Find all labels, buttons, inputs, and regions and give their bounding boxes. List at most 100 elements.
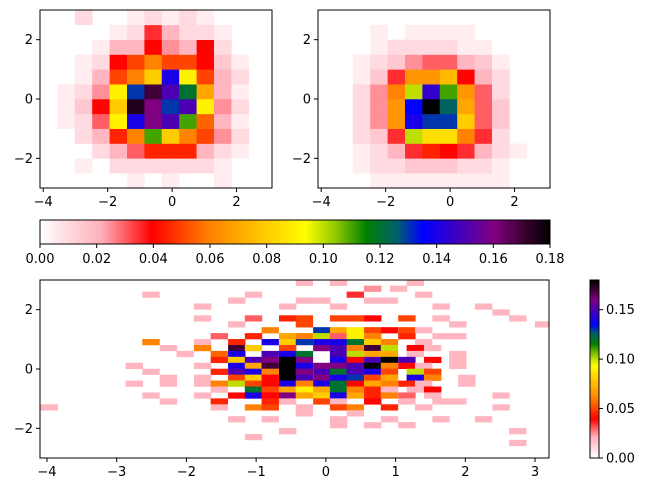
- histogram-cell: [127, 54, 145, 70]
- x-tick-label: −1: [247, 465, 266, 480]
- histogram-cell: [179, 10, 197, 26]
- histogram-cell: [439, 24, 458, 40]
- histogram-cell: [295, 368, 314, 375]
- x-tick-label: 0: [322, 465, 330, 480]
- histogram-cell: [109, 113, 128, 129]
- histogram-cell: [474, 113, 493, 129]
- histogram-cell: [179, 143, 197, 159]
- vertical-colorbar: 0.00 0.05 0.10 0.15: [589, 279, 635, 467]
- histogram-cell: [161, 10, 180, 26]
- histogram-cell: [352, 99, 371, 115]
- histogram-cell: [127, 69, 145, 85]
- histogram-cell: [370, 143, 388, 159]
- y-tick-label: 2: [25, 33, 33, 48]
- histogram-cell: [228, 297, 246, 304]
- histogram-cell: [387, 143, 406, 159]
- histogram-cell: [313, 327, 331, 334]
- histogram-cell: [261, 416, 279, 423]
- x-tick-label: −2: [376, 195, 395, 210]
- horizontal-colorbar: 0.00 0.02 0.04 0.06 0.08 0.10 0.12 0.14 0.16 0.18: [26, 219, 564, 267]
- histogram-cell: [261, 380, 279, 387]
- histogram-cell: [214, 84, 232, 100]
- histogram-cell: [449, 362, 467, 369]
- histogram-cell: [142, 368, 160, 375]
- histogram-cell: [210, 398, 229, 405]
- histogram-cell: [161, 99, 180, 115]
- histogram-cell: [474, 173, 493, 189]
- histogram-cell: [278, 333, 297, 340]
- histogram-cell: [406, 374, 424, 381]
- histogram-cell: [449, 321, 467, 328]
- histogram-cell: [457, 128, 475, 144]
- histogram-cell: [492, 69, 510, 85]
- histogram-cell: [313, 398, 331, 405]
- histogram-cell: [352, 143, 371, 159]
- histogram-cell: [313, 386, 331, 393]
- histogram-cell: [492, 404, 510, 411]
- x-tick-label: 0: [168, 195, 176, 210]
- histogram-cell: [422, 39, 441, 55]
- histogram-cell: [127, 24, 145, 40]
- histogram-cell: [179, 128, 197, 144]
- histogram-cell: [329, 404, 348, 411]
- colorbar-tick-label: 0.15: [606, 303, 635, 318]
- histogram-cell: [244, 380, 263, 387]
- histogram-cell: [398, 392, 416, 399]
- histogram-cell: [142, 392, 160, 399]
- histogram-cell: [295, 410, 314, 417]
- histogram-cell: [346, 350, 364, 358]
- histogram-cell: [196, 128, 215, 144]
- histogram-cell: [364, 362, 382, 369]
- histogram-cell: [40, 404, 58, 411]
- histogram-cell: [352, 158, 371, 174]
- histogram-cell: [352, 69, 371, 85]
- histogram-cell: [364, 315, 382, 322]
- histogram-cell: [439, 69, 458, 85]
- histogram-cell: [474, 143, 493, 159]
- histogram-cell: [439, 99, 458, 115]
- histogram-cell: [329, 339, 348, 346]
- histogram-cell: [346, 392, 364, 399]
- histogram-cell: [228, 362, 246, 369]
- histogram-cell: [346, 327, 364, 334]
- histogram-cell: [193, 344, 212, 352]
- histogram-cell: [346, 356, 364, 364]
- histogram-cell: [214, 39, 232, 55]
- histogram-cell: [74, 99, 93, 115]
- histogram-cell: [364, 297, 382, 304]
- histogram-cell: [144, 113, 163, 129]
- histogram-cell: [92, 69, 110, 85]
- histogram-cell: [295, 350, 314, 358]
- histogram-cell: [329, 280, 348, 286]
- histogram-cell: [210, 368, 229, 375]
- histogram-cell: [380, 404, 399, 411]
- histogram-cell: [474, 99, 493, 115]
- histogram-cell: [370, 99, 388, 115]
- histogram-cell: [144, 54, 163, 70]
- histogram-cell: [346, 380, 364, 387]
- histogram-cell: [295, 374, 314, 381]
- histogram-cell: [92, 143, 110, 159]
- histogram-cell: [424, 356, 442, 364]
- histogram-cell: [405, 113, 423, 129]
- colorbar-tick-label: 0.00: [606, 452, 635, 467]
- colorbar-tick-label: 0.02: [82, 252, 111, 267]
- histogram-cell: [405, 99, 423, 115]
- histogram-cell: [474, 416, 493, 423]
- colorbar-tick-label: 0.12: [366, 252, 395, 267]
- histogram-cell: [92, 39, 110, 55]
- histogram-cell: [179, 158, 197, 174]
- histogram-cell: [109, 143, 128, 159]
- histogram-cell: [414, 327, 433, 334]
- histogram-cell: [142, 291, 160, 298]
- histogram-cell: [387, 158, 406, 174]
- histogram-cell: [214, 99, 232, 115]
- histogram-cell: [231, 128, 250, 144]
- histogram-cell: [295, 362, 314, 369]
- histogram-cell: [278, 428, 297, 435]
- colorbar-tick-label: 0.06: [196, 252, 225, 267]
- histogram-cell: [231, 54, 250, 70]
- x-tick-label: 2: [232, 195, 240, 210]
- histogram-cell: [127, 143, 145, 159]
- histogram-cell: [92, 128, 110, 144]
